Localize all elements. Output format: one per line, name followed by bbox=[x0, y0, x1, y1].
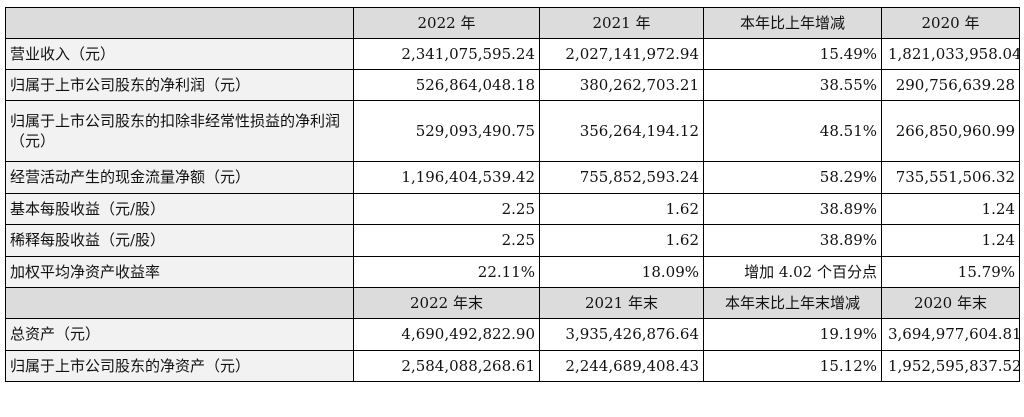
row-label: 营业收入（元） bbox=[5, 38, 354, 70]
value-2020: 15.79% bbox=[881, 256, 1020, 288]
row-label: 加权平均净资产收益率 bbox=[5, 256, 354, 288]
value-2022: 22.11% bbox=[353, 256, 540, 288]
value-2021: 3,935,426,876.64 bbox=[539, 318, 704, 351]
row-label: 归属于上市公司股东的扣除非经常性损益的净利润（元） bbox=[5, 100, 354, 162]
table-row: 归属于上市公司股东的净资产（元） 2,584,088,268.61 2,244,… bbox=[5, 350, 1020, 382]
financial-table-container: 2022 年 2021 年 本年比上年增减 2020 年 营业收入（元） 2,3… bbox=[5, 7, 1020, 382]
value-2021: 1.62 bbox=[539, 224, 704, 257]
value-2021: 755,852,593.24 bbox=[539, 161, 704, 194]
value-change: 38.89% bbox=[703, 224, 882, 257]
header-row-years: 2022 年 2021 年 本年比上年增减 2020 年 bbox=[5, 7, 1020, 39]
value-2020: 735,551,506.32 bbox=[881, 161, 1020, 194]
value-2022: 4,690,492,822.90 bbox=[353, 318, 540, 351]
row-label: 归属于上市公司股东的净资产（元） bbox=[5, 350, 354, 382]
value-2021: 2,244,689,408.43 bbox=[539, 350, 704, 382]
value-2021: 1.62 bbox=[539, 193, 704, 225]
value-2022: 1,196,404,539.42 bbox=[353, 161, 540, 194]
value-change: 38.89% bbox=[703, 193, 882, 225]
table-row: 经营活动产生的现金流量净额（元） 1,196,404,539.42 755,85… bbox=[5, 161, 1020, 194]
value-2020: 1.24 bbox=[881, 224, 1020, 257]
table-row: 基本每股收益（元/股） 2.25 1.62 38.89% 1.24 bbox=[5, 193, 1020, 225]
value-2022: 2,584,088,268.61 bbox=[353, 350, 540, 382]
header-2022-end: 2022 年末 bbox=[353, 287, 540, 319]
header-2022: 2022 年 bbox=[353, 7, 540, 39]
row-label: 稀释每股收益（元/股） bbox=[5, 224, 354, 257]
header-blank-cell bbox=[5, 287, 354, 319]
value-2021: 2,027,141,972.94 bbox=[539, 38, 704, 70]
row-label: 经营活动产生的现金流量净额（元） bbox=[5, 161, 354, 194]
value-2022: 526,864,048.18 bbox=[353, 69, 540, 101]
header-2020-end: 2020 年末 bbox=[881, 287, 1020, 319]
value-2020: 1.24 bbox=[881, 193, 1020, 225]
header-2021: 2021 年 bbox=[539, 7, 704, 39]
key-financial-data-table: 2022 年 2021 年 本年比上年增减 2020 年 营业收入（元） 2,3… bbox=[5, 7, 1020, 382]
value-2021: 18.09% bbox=[539, 256, 704, 288]
table-row: 归属于上市公司股东的净利润（元） 526,864,048.18 380,262,… bbox=[5, 69, 1020, 101]
header-2020: 2020 年 bbox=[881, 7, 1020, 39]
value-2020: 1,952,595,837.52 bbox=[881, 350, 1020, 382]
table-row: 归属于上市公司股东的扣除非经常性损益的净利润（元） 529,093,490.75… bbox=[5, 100, 1020, 162]
value-change: 15.12% bbox=[703, 350, 882, 382]
value-2021: 380,262,703.21 bbox=[539, 69, 704, 101]
value-2020: 1,821,033,958.04 bbox=[881, 38, 1020, 70]
value-2022: 529,093,490.75 bbox=[353, 100, 540, 162]
table-row: 总资产（元） 4,690,492,822.90 3,935,426,876.64… bbox=[5, 318, 1020, 351]
table-row: 营业收入（元） 2,341,075,595.24 2,027,141,972.9… bbox=[5, 38, 1020, 70]
value-2022: 2,341,075,595.24 bbox=[353, 38, 540, 70]
value-change: 19.19% bbox=[703, 318, 882, 351]
header-change: 本年比上年增减 bbox=[703, 7, 882, 39]
value-change: 15.49% bbox=[703, 38, 882, 70]
table-row: 稀释每股收益（元/股） 2.25 1.62 38.89% 1.24 bbox=[5, 224, 1020, 257]
header-change-end: 本年末比上年末增减 bbox=[703, 287, 882, 319]
row-label: 总资产（元） bbox=[5, 318, 354, 351]
value-2022: 2.25 bbox=[353, 193, 540, 225]
value-2022: 2.25 bbox=[353, 224, 540, 257]
value-2021: 356,264,194.12 bbox=[539, 100, 704, 162]
value-2020: 290,756,639.28 bbox=[881, 69, 1020, 101]
value-2020: 3,694,977,604.81 bbox=[881, 318, 1020, 351]
value-change: 48.51% bbox=[703, 100, 882, 162]
row-label: 基本每股收益（元/股） bbox=[5, 193, 354, 225]
table-row: 加权平均净资产收益率 22.11% 18.09% 增加 4.02 个百分点 15… bbox=[5, 256, 1020, 288]
header-row-year-end: 2022 年末 2021 年末 本年末比上年末增减 2020 年末 bbox=[5, 287, 1020, 319]
header-2021-end: 2021 年末 bbox=[539, 287, 704, 319]
header-blank-cell bbox=[5, 7, 354, 39]
value-change: 增加 4.02 个百分点 bbox=[703, 256, 882, 288]
row-label: 归属于上市公司股东的净利润（元） bbox=[5, 69, 354, 101]
value-change: 38.55% bbox=[703, 69, 882, 101]
value-2020: 266,850,960.99 bbox=[881, 100, 1020, 162]
value-change: 58.29% bbox=[703, 161, 882, 194]
